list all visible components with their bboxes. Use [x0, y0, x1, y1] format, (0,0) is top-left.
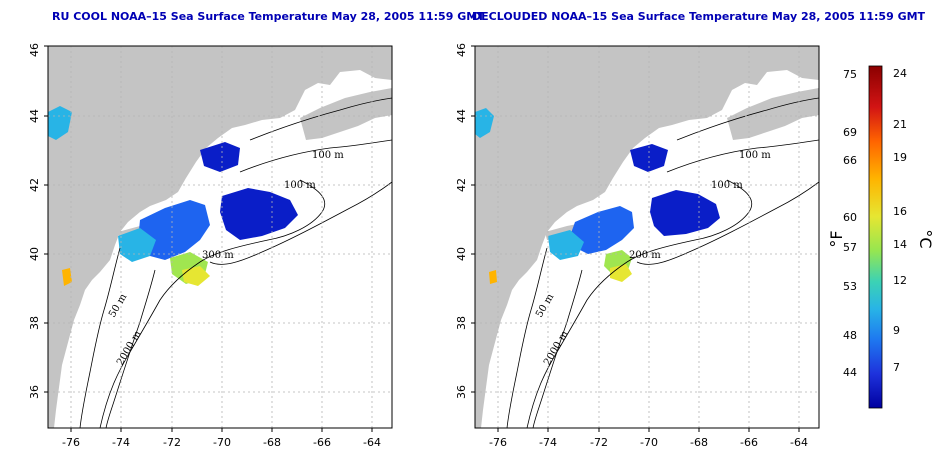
fahrenheit-tick-label: 75 — [843, 68, 857, 81]
map-panel-left: 100 m 100 m 300 m 50 m 2000 m -76 -74 -7… — [28, 43, 393, 449]
lat-tick-label: 38 — [455, 316, 468, 330]
graticule — [475, 46, 819, 428]
lon-tick-label: -68 — [690, 436, 708, 449]
contour-label: 100 m — [312, 150, 344, 161]
lon-tick-label: -66 — [313, 436, 331, 449]
sst-patch-georges-bank — [220, 188, 298, 240]
lat-tick-label: 42 — [455, 178, 468, 192]
lat-tick-marks — [44, 45, 48, 393]
fahrenheit-tick-label: 66 — [843, 154, 857, 167]
lon-tick-label: -66 — [740, 436, 758, 449]
lat-tick-label: 46 — [28, 43, 41, 57]
lon-tick-label: -64 — [363, 436, 381, 449]
celsius-tick-label: 19 — [893, 151, 907, 164]
celsius-unit-label: °C — [916, 229, 935, 248]
nova-scotia-land — [300, 88, 392, 140]
lon-tick-marks — [70, 428, 373, 432]
contour-label: 100 m — [711, 180, 743, 191]
sst-patch-shelf-blue — [570, 206, 634, 254]
lon-tick-label: -74 — [112, 436, 130, 449]
celsius-tick-label: 16 — [893, 205, 907, 218]
nova-scotia-land — [727, 88, 819, 140]
lat-tick-label: 38 — [28, 316, 41, 330]
lat-tick-label: 46 — [455, 43, 468, 57]
lat-tick-label: 44 — [28, 109, 41, 123]
celsius-tick-label: 24 — [893, 67, 907, 80]
land-mass — [48, 46, 392, 428]
fahrenheit-tick-label: 48 — [843, 329, 857, 342]
lon-tick-label: -70 — [640, 436, 658, 449]
lon-tick-label: -72 — [163, 436, 181, 449]
fahrenheit-tick-label: 53 — [843, 280, 857, 293]
contour-label: 100 m — [739, 150, 771, 161]
celsius-tick-label: 21 — [893, 118, 907, 131]
lon-tick-marks — [497, 428, 800, 432]
lat-tick-marks — [471, 45, 475, 393]
map-panel-right: 100 m 100 m 200 m 50 m 2000 m -76 -74 -7… — [455, 43, 820, 449]
fahrenheit-tick-label: 69 — [843, 126, 857, 139]
lon-tick-label: -74 — [539, 436, 557, 449]
fahrenheit-unit-label: °F — [827, 230, 846, 247]
land-mass — [475, 46, 819, 428]
lon-tick-label: -76 — [489, 436, 507, 449]
map-frame-left — [47, 45, 393, 429]
celsius-tick-label: 9 — [893, 324, 900, 337]
graticule — [48, 46, 392, 428]
fahrenheit-tick-label: 57 — [843, 241, 857, 254]
sst-patch-north — [48, 106, 72, 140]
sst-patch-gulf-of-maine — [200, 142, 240, 172]
celsius-tick-label: 12 — [893, 274, 907, 287]
lon-tick-label: -72 — [590, 436, 608, 449]
celsius-tick-label: 14 — [893, 238, 907, 251]
contour-label: 200 m — [629, 250, 661, 261]
lat-tick-label: 40 — [28, 247, 41, 261]
celsius-tick-label: 7 — [893, 361, 900, 374]
map-title-left: RU COOL NOAA–15 Sea Surface Temperature … — [52, 10, 485, 23]
lat-tick-label: 44 — [455, 109, 468, 123]
lon-tick-label: -70 — [213, 436, 231, 449]
sst-patch-shelf-cyan — [548, 230, 584, 260]
contour-label: 300 m — [202, 250, 234, 261]
fahrenheit-tick-label: 44 — [843, 366, 857, 379]
map-title-right: DECLOUDED NOAA–15 Sea Surface Temperatur… — [472, 10, 926, 23]
lon-tick-label: -76 — [62, 436, 80, 449]
sst-patch-nj — [489, 270, 497, 284]
lat-tick-label: 36 — [455, 385, 468, 399]
sst-patch-nj — [62, 268, 72, 286]
lon-tick-label: -68 — [263, 436, 281, 449]
lat-tick-label: 40 — [455, 247, 468, 261]
colorbar: 75 69 66 60 57 53 48 44 24 21 19 16 14 1… — [827, 65, 935, 409]
sst-patch-north — [475, 108, 494, 138]
sst-patch-shelf-cyan — [118, 228, 156, 262]
lat-tick-label: 42 — [28, 178, 41, 192]
sst-patch-warm — [610, 264, 632, 282]
contour-label: 100 m — [284, 180, 316, 191]
sst-patch-warm — [182, 266, 210, 286]
sst-patch-georges-bank — [650, 190, 720, 236]
colorbar-gradient — [868, 65, 883, 409]
map-frame-right — [474, 45, 820, 429]
lat-tick-label: 36 — [28, 385, 41, 399]
sst-patch-shelf-blue — [138, 200, 210, 260]
fahrenheit-tick-label: 60 — [843, 211, 857, 224]
lon-tick-label: -64 — [790, 436, 808, 449]
